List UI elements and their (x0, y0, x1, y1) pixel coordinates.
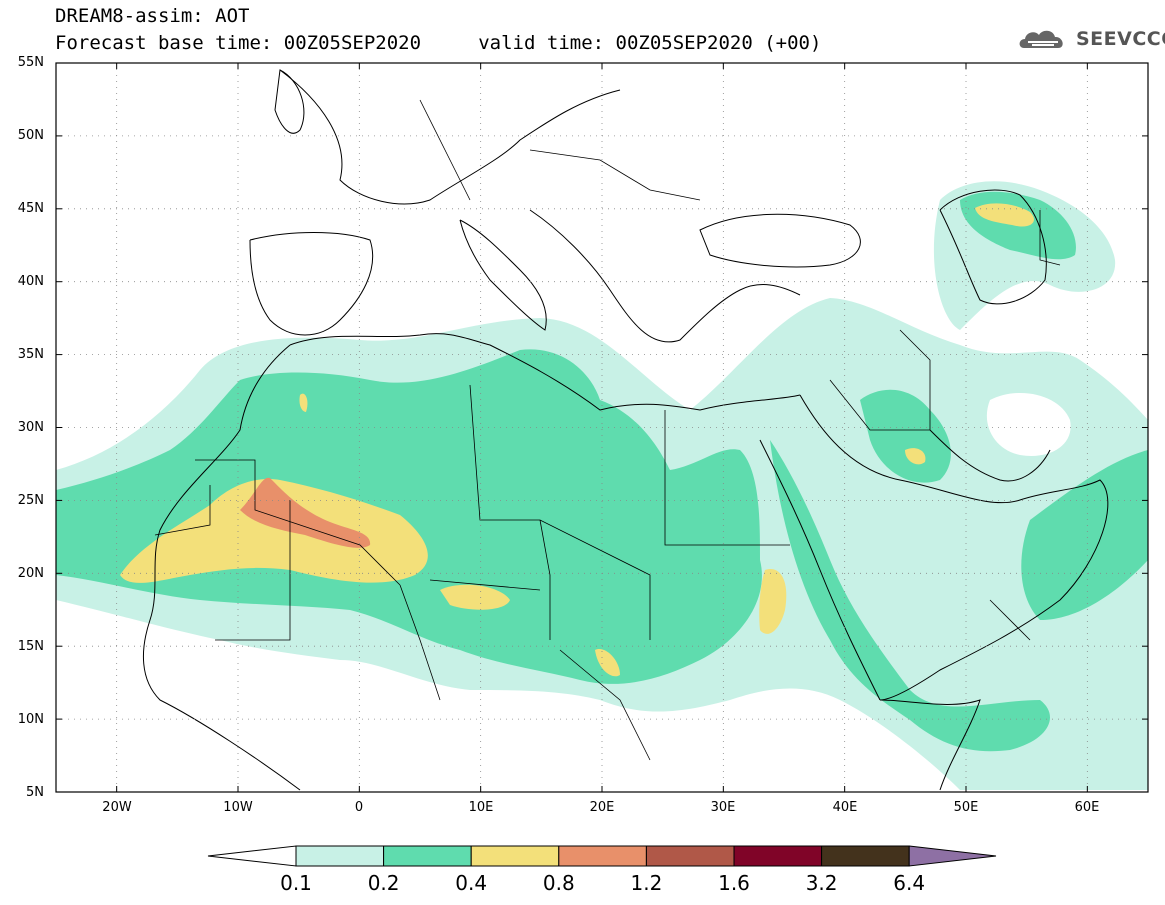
coastline-italy (459, 219, 547, 331)
border-line (664, 410, 790, 546)
aot-clear-area (986, 392, 1071, 456)
country-borders (154, 99, 1061, 761)
colorbar-label: 0.4 (455, 871, 488, 895)
colorbar-swatch-0.4 (470, 845, 560, 867)
coastlines (142, 69, 1109, 791)
colorbar-label: 3.2 (805, 871, 838, 895)
colorbar-swatch-3.2 (821, 845, 910, 867)
lon-label: 30E (710, 800, 736, 815)
seevccc-logo: SEEVCCC (1018, 26, 1165, 52)
aot-band-0.4-east (440, 584, 510, 610)
lon-label: 60E (1074, 800, 1100, 815)
colorbar-high-triangle (908, 845, 997, 867)
border-line (154, 485, 211, 536)
border-line (429, 579, 541, 591)
lat-label: 25N (17, 493, 44, 508)
lat-label: 20N (17, 566, 44, 581)
axis-ticks (56, 62, 1148, 793)
coastline-balkans (529, 209, 801, 343)
aot-band-0.2-redsea (770, 440, 1050, 752)
border-line (399, 584, 441, 701)
aot-band-0.4 (120, 479, 428, 583)
aot-band-0.4-morocco (299, 393, 308, 412)
border-line (559, 649, 651, 761)
colorbar-low-triangle (207, 845, 297, 867)
colorbar-label: 1.2 (630, 871, 663, 895)
aot-band-0.4-iraq (905, 448, 926, 465)
colorbar-swatch-1.6 (733, 845, 823, 867)
colorbar-label: 0.2 (367, 871, 400, 895)
lon-label: 20W (102, 800, 132, 815)
lat-label: 10N (17, 712, 44, 727)
colorbar (207, 845, 997, 867)
aot-band-0.4-caspian (975, 203, 1034, 227)
lat-label: 5N (26, 785, 44, 800)
aot-band-0.4-sudan (759, 569, 787, 634)
lat-label: 15N (17, 639, 44, 654)
map-title: DREAM8-assim: AOT (55, 5, 250, 27)
border-line (899, 329, 931, 430)
aot-band-0.2 (56, 349, 762, 684)
colorbar-swatch-0.2 (383, 845, 472, 867)
colorbar-swatch-1.2 (645, 845, 735, 867)
coastline-caspian-sea (939, 189, 1047, 305)
lat-label: 45N (17, 201, 44, 216)
lon-label: 20E (589, 800, 615, 815)
colorbar-label: 0.8 (542, 871, 575, 895)
coastline-arabia (799, 394, 1109, 701)
lat-label: 35N (17, 347, 44, 362)
coastline-black-sea (699, 213, 861, 268)
coastline-africa-north (289, 333, 801, 411)
lon-label: 10W (223, 800, 253, 815)
border-line (1039, 210, 1061, 266)
aot-band-0.2-arabia (1021, 450, 1148, 620)
colorbar-label: 6.4 (893, 871, 926, 895)
border-line (829, 379, 930, 431)
logo-text: SEEVCCC (1076, 28, 1165, 50)
lat-label: 55N (17, 55, 44, 70)
colorbar-label: 1.6 (718, 871, 750, 895)
forecast-time-line: Forecast base time: 00Z05SEP2020 valid t… (55, 32, 822, 54)
lon-label: 0 (354, 800, 364, 815)
aot-band-0.8 (240, 477, 371, 548)
coastline-europe-north (279, 69, 621, 205)
lat-label: 30N (17, 420, 44, 435)
map-gridlines (56, 63, 1148, 792)
border-line (989, 599, 1031, 641)
lon-label: 10E (468, 800, 494, 815)
lat-label: 50N (17, 128, 44, 143)
coastline-red-sea (759, 439, 881, 701)
border-line (419, 99, 471, 201)
aot-contours (56, 181, 1148, 790)
coastline-britain (274, 69, 305, 134)
border-line (195, 459, 401, 586)
lat-label: 40N (17, 274, 44, 289)
aot-band-0.4-chad (595, 649, 620, 677)
border-line (539, 519, 551, 640)
colorbar-swatch-0.8 (558, 845, 647, 867)
lon-label: 40E (832, 800, 858, 815)
colorbar-label: 0.1 (280, 871, 312, 895)
border-line (529, 149, 701, 201)
lon-label: 50E (953, 800, 979, 815)
coastline-africa-west (142, 344, 301, 791)
coastline-persian-gulf (929, 429, 1051, 482)
aot-band-0.2-gulf (860, 389, 951, 483)
coastline-iberia (249, 232, 374, 336)
colorbar-swatch-0.1 (295, 845, 385, 867)
border-line (215, 500, 291, 641)
coastline-horn-of-africa (879, 699, 981, 791)
cloud-icon (1019, 30, 1063, 48)
